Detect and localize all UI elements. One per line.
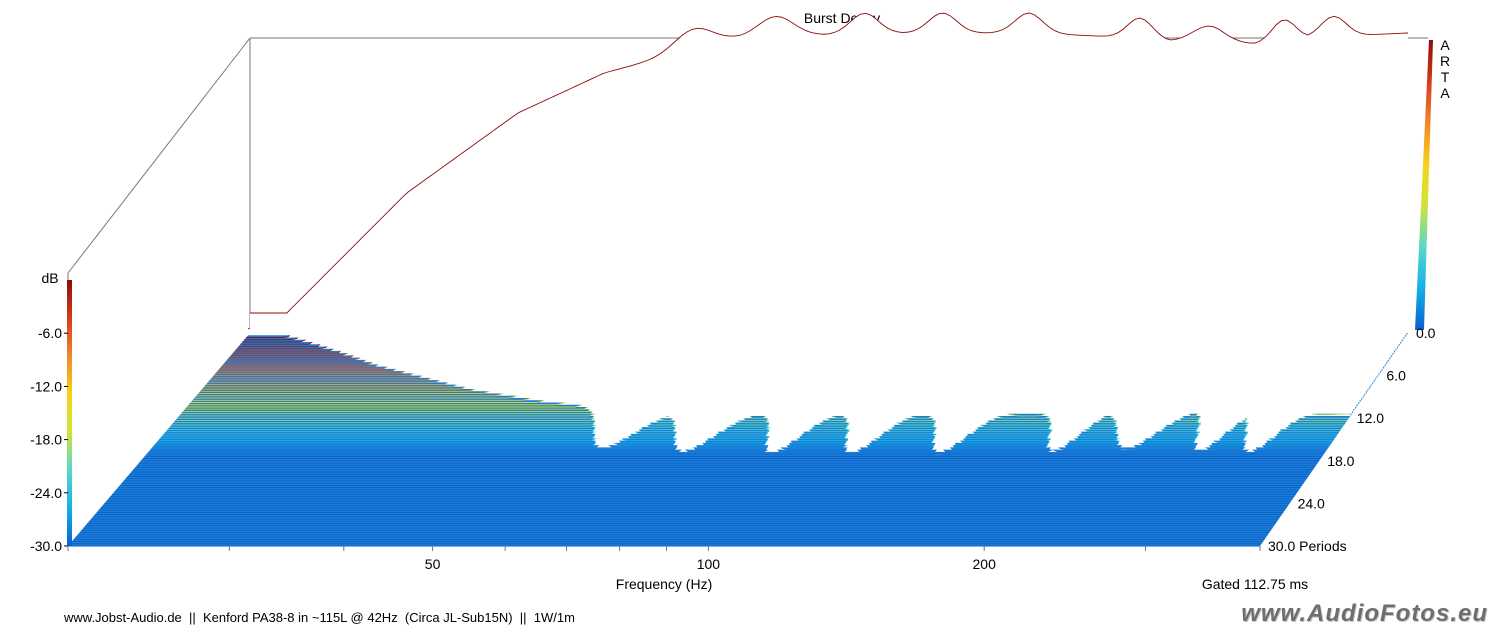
vendor-mark-letter: T [1441, 69, 1450, 85]
z-tick-label: -12.0 [30, 378, 62, 394]
x-axis-ticks: 50 100 200 [67, 546, 1261, 572]
vendor-mark-letter: A [1440, 85, 1450, 101]
z-axis-ticks: -6.0 -12.0 -18.0 -24.0 -30.0 [30, 325, 68, 554]
depth-tick-label: 24.0 [1298, 495, 1325, 511]
gating-note: Gated 112.75 ms [1202, 576, 1308, 592]
x-axis-label: Frequency (Hz) [616, 576, 712, 592]
colorbar-right [1415, 40, 1433, 330]
decay-slice-line [148, 444, 1326, 453]
decay-slice-line [146, 452, 1324, 455]
colorbar-right-strip [1415, 40, 1433, 330]
x-tick-label: 50 [425, 556, 441, 572]
depth-tick-label: 30.0 Periods [1268, 538, 1347, 554]
z-tick-label: -24.0 [30, 485, 62, 501]
z-tick-label: -30.0 [30, 538, 62, 554]
decay-slice-line [150, 436, 1327, 451]
x-tick-label: 200 [973, 556, 997, 572]
decay-slice-fill [250, 13, 1408, 333]
z-tick-label: -6.0 [38, 325, 62, 341]
colorbar-left-strip [67, 280, 72, 546]
footer-caption: www.Jobst-Audio.de || Kenford PA38-8 in … [64, 610, 575, 625]
depth-tick-label: 12.0 [1357, 410, 1384, 426]
decay-slices [68, 12, 1409, 547]
depth-tick-label: 18.0 [1327, 453, 1354, 469]
z-tick-label: -18.0 [30, 432, 62, 448]
depth-tick-label: 0.0 [1416, 325, 1436, 341]
x-tick-label: 100 [697, 556, 721, 572]
vendor-mark-letter: A [1440, 37, 1450, 53]
vendor-mark-letter: R [1440, 53, 1450, 69]
watermark: www.AudioFotos.eu [1241, 600, 1488, 627]
depth-axis-ticks: 0.0 6.0 12.0 18.0 24.0 30.0 Periods [1268, 325, 1436, 554]
z-axis-label: dB [41, 270, 58, 286]
colorbar-left [67, 280, 72, 546]
depth-tick-label: 6.0 [1386, 368, 1406, 384]
decay-slice-line [250, 12, 1409, 314]
